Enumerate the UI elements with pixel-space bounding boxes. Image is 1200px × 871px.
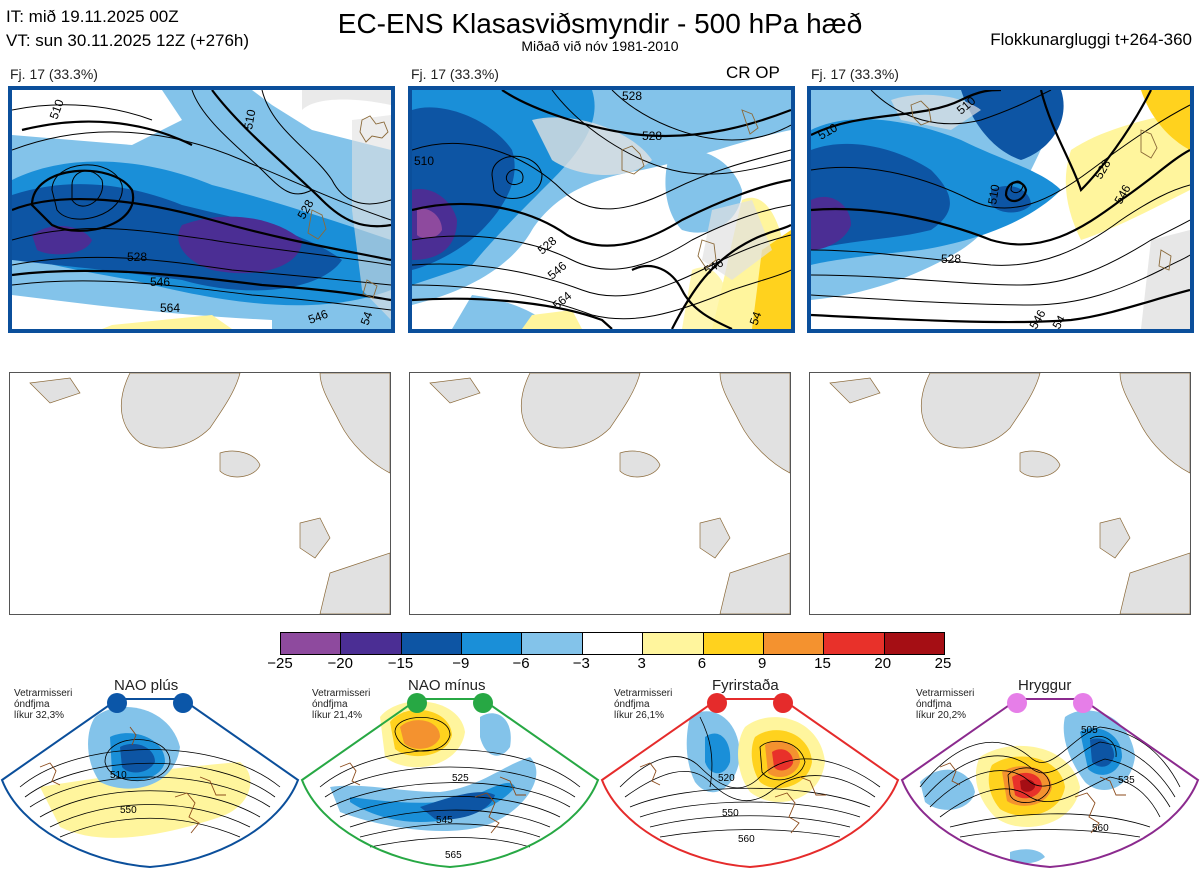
page-title: EC-ENS Klasasviðsmyndir - 500 hPa hæð <box>337 8 863 39</box>
regime-caption: Vetrarmisseri óndfjma líkur 20,2% <box>916 688 975 721</box>
colorbar-swatch <box>643 633 704 654</box>
colorbar-tick-label: −6 <box>512 655 530 672</box>
p2-contour-label: 528 <box>642 129 662 143</box>
colorbar-tick-label: −9 <box>452 655 470 672</box>
colorbar-tick-label: 3 <box>637 655 646 672</box>
regime-name: Fyrirstaða <box>712 677 779 694</box>
page-subtitle: Miðað við nóv 1981-2010 <box>521 38 679 54</box>
cluster-map-2: 528 528 510 528 546 564 546 54 <box>408 86 795 333</box>
colorbar-tick-label: −15 <box>387 655 414 672</box>
regime-contour-label: 510 <box>110 770 127 781</box>
p3-contour-label: 528 <box>941 252 961 266</box>
regime-contour-label: 545 <box>436 815 453 826</box>
classification-window: Flokkunargluggi t+264-360 <box>990 30 1192 49</box>
colorbar-tick-label: 20 <box>874 655 892 672</box>
cluster-map-1: 510 510 528 546 564 528 546 54 <box>8 86 395 333</box>
colorbar-swatch <box>401 633 463 654</box>
cluster-map-3: 510 510 510 528 528 546 546 54 <box>807 86 1194 333</box>
empty-map-2 <box>409 372 791 615</box>
colorbar-swatch <box>582 633 644 654</box>
colorbar-swatch <box>763 633 825 654</box>
header-times: IT: mið 19.11.2025 00Z VT: sun 30.11.202… <box>6 5 249 53</box>
regime-contour-label: 535 <box>1118 775 1135 786</box>
regime-contour-label: 565 <box>445 850 462 861</box>
colorbar-tick-label: −25 <box>267 655 293 672</box>
regime-nao-plus: Vetrarmisseri óndfjma líkur 32,3% NAO plús… <box>0 677 300 871</box>
regime-contour-label: 560 <box>738 834 755 845</box>
panel-3-label: Fj. 17 (33.3%) <box>811 66 899 82</box>
regime-caption: Vetrarmisseri óndfjma líkur 21,4% <box>312 688 371 721</box>
regime-contour-label: 550 <box>722 808 739 819</box>
colorbar-swatch <box>281 633 342 654</box>
colorbar-tick-label: 25 <box>934 655 952 672</box>
regime-ridge: Vetrarmisseri óndfjma líkur 20,2% <box>900 677 1200 871</box>
colorbar-swatch <box>824 633 885 654</box>
init-time: IT: mið 19.11.2025 00Z <box>6 7 179 26</box>
colorbar-tick-label: 6 <box>697 655 707 672</box>
regime-caption: Vetrarmisseri óndfjma líkur 32,3% <box>14 688 73 721</box>
p2-contour-label: 510 <box>414 154 434 168</box>
p1-contour-label: 546 <box>150 275 170 289</box>
regime-contour-label: 525 <box>452 773 469 784</box>
regime-name: NAO mínus <box>408 677 486 694</box>
colorbar-swatch <box>703 633 764 654</box>
regime-blocking: Vetrarmisseri óndfjma líkur 26,1% 520 550 <box>600 677 900 871</box>
colorbar-tick-label: 15 <box>814 655 831 672</box>
colorbar-swatch <box>884 633 944 654</box>
p1-contour-label: 54 <box>358 309 376 327</box>
p1-contour-label: 510 <box>241 108 258 130</box>
regime-nao-minus: Vetrarmisseri óndfjma líkur 21,4% 525 <box>300 677 600 871</box>
p2-contour-label: 54 <box>747 309 765 327</box>
regime-name: NAO plús <box>114 677 179 694</box>
regime-name: Hryggur <box>1018 677 1072 694</box>
colorbar-tick-label: −3 <box>572 655 590 672</box>
regime-caption: Vetrarmisseri óndfjma líkur 26,1% <box>614 688 673 721</box>
regime-contour-label: 520 <box>718 773 735 784</box>
p2-contour-label: 528 <box>622 90 642 103</box>
valid-time: VT: sun 30.11.2025 12Z (+276h) <box>6 31 250 50</box>
p3-contour-label: 510 <box>985 183 1002 205</box>
colorbar-swatch <box>462 633 523 654</box>
regime-contour-label: 550 <box>120 805 137 816</box>
p1-contour-label: 546 <box>306 307 330 327</box>
colorbar-tick-label: −20 <box>327 655 353 672</box>
panel-2-label: Fj. 17 (33.3%) <box>411 66 499 82</box>
panel-2-extra: CR OP <box>726 63 780 82</box>
colorbar-ticks: −25 −20 −15 −9 −6 −3 3 6 9 15 20 25 <box>250 655 973 675</box>
p1-contour-label: 564 <box>160 301 180 315</box>
p1-contour-label: 510 <box>47 97 67 121</box>
panel-1-label: Fj. 17 (33.3%) <box>10 66 98 82</box>
empty-map-3 <box>809 372 1191 615</box>
colorbar-swatch <box>522 633 583 654</box>
colorbar <box>280 632 945 655</box>
empty-map-1 <box>9 372 391 615</box>
regime-contour-label: 505 <box>1081 725 1098 736</box>
colorbar-swatch <box>341 633 402 654</box>
colorbar-tick-label: 9 <box>758 655 767 672</box>
regime-contour-label: 560 <box>1092 823 1109 834</box>
p1-contour-label: 528 <box>127 250 147 264</box>
